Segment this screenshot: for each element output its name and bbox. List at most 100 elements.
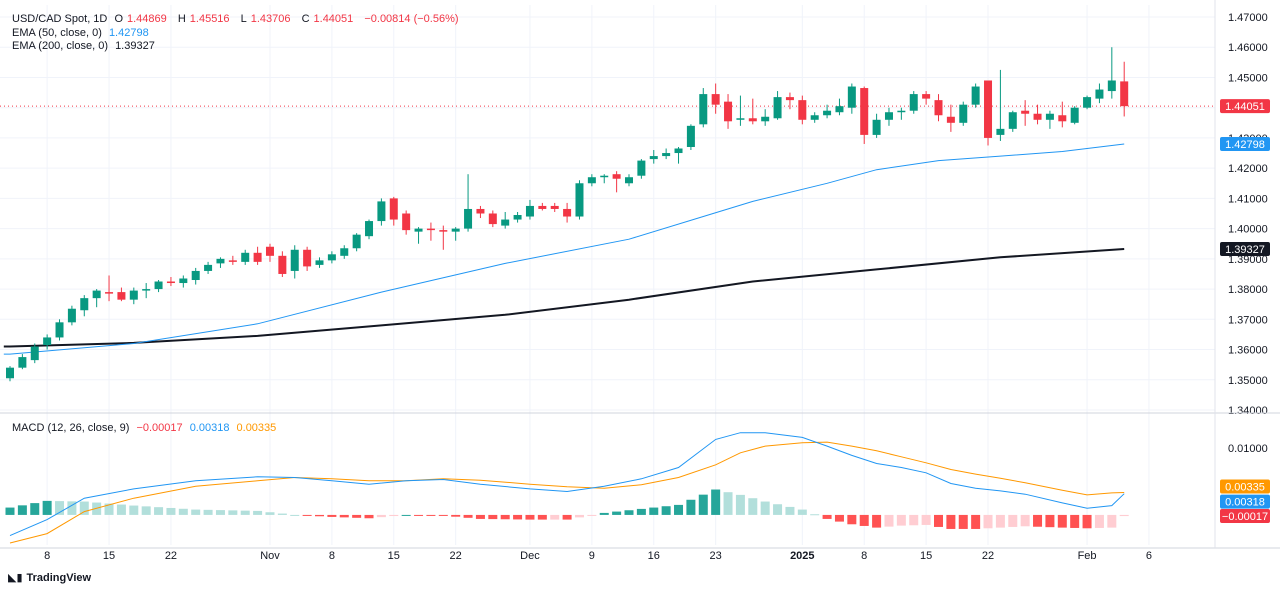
macd-histogram-bar xyxy=(178,508,188,515)
macd-hist-badge-bg xyxy=(1220,509,1270,524)
price-badge: 1.42798 xyxy=(1225,139,1265,151)
macd-histogram-bar xyxy=(649,507,659,515)
candle-body xyxy=(1008,112,1017,129)
macd-histogram-bar xyxy=(240,510,250,515)
candle-body xyxy=(1070,107,1079,123)
time-tick-label: 8 xyxy=(861,550,867,562)
candle-body xyxy=(959,104,968,123)
ema50-legend: EMA (50, close, 0) 1.42798 xyxy=(12,27,153,39)
ema200-legend: EMA (200, close, 0) 1.39327 xyxy=(12,40,159,52)
macd-histogram-bar xyxy=(364,514,374,519)
candle-body xyxy=(30,346,39,361)
ema50-value: 1.42798 xyxy=(108,27,149,39)
candle-body xyxy=(996,128,1005,135)
price-badge-bg xyxy=(1220,99,1270,114)
macd-histogram-bar xyxy=(1045,514,1055,528)
time-tick-label: 15 xyxy=(920,550,932,562)
candle-body xyxy=(365,221,374,237)
macd-histogram-bar xyxy=(612,511,622,515)
candle-body xyxy=(290,249,299,271)
macd-histogram-bar xyxy=(376,514,386,518)
price-tick-label: 1.40000 xyxy=(1228,224,1268,236)
macd-histogram-bar xyxy=(30,503,40,515)
candle-body xyxy=(810,115,819,120)
candle-body xyxy=(711,94,720,105)
candle-body xyxy=(612,174,621,179)
candle-body xyxy=(117,292,126,300)
candle-body xyxy=(439,230,448,232)
candle-body xyxy=(191,270,200,281)
candle-body xyxy=(1045,113,1054,120)
candle-body xyxy=(451,228,460,232)
macd-histogram-bar xyxy=(401,514,411,516)
time-tick-label: 8 xyxy=(329,550,335,562)
macd-histogram-bar xyxy=(463,514,473,518)
macd-histogram-bar xyxy=(277,513,287,515)
candle-body xyxy=(525,205,534,217)
candle-body xyxy=(43,337,52,346)
candle-body xyxy=(513,215,522,220)
candle-body xyxy=(402,213,411,231)
macd-histogram-bar xyxy=(79,501,89,515)
time-tick-label: 9 xyxy=(589,550,595,562)
price-tick-label: 1.37000 xyxy=(1228,314,1268,326)
candle-body xyxy=(600,175,609,178)
macd-histogram-bar xyxy=(995,514,1005,528)
macd-histogram-bar xyxy=(636,508,646,515)
candle-body xyxy=(6,367,14,379)
macd-histogram-bar xyxy=(525,514,535,520)
macd-histogram-bar xyxy=(624,510,634,515)
candle-body xyxy=(315,260,324,265)
macd-line-badge: 0.00318 xyxy=(1225,497,1265,509)
macd-histogram-bar xyxy=(17,505,27,515)
candle-body xyxy=(909,94,918,111)
candle-body xyxy=(278,255,287,274)
macd-histogram-bar xyxy=(513,514,523,520)
candle-body xyxy=(204,264,213,271)
macd-tick-label: 0.01000 xyxy=(1228,443,1268,455)
candle-body xyxy=(303,249,312,267)
macd-line-badge-bg xyxy=(1220,494,1270,509)
ema50-label: EMA (50, close, 0) xyxy=(12,27,102,39)
candle-body xyxy=(575,183,584,217)
ema50-line xyxy=(3,143,1125,355)
change-value: −0.00814 (−0.56%) xyxy=(364,13,459,25)
macd-histogram-bar xyxy=(414,514,424,516)
macd-histogram-bar xyxy=(822,514,832,519)
candle-body xyxy=(872,119,881,135)
price-tick-label: 1.35000 xyxy=(1228,375,1268,387)
candle-body xyxy=(699,94,708,125)
candle-body xyxy=(662,153,671,157)
time-tick-label: 23 xyxy=(710,550,722,562)
candle-body xyxy=(748,118,757,122)
candle-body xyxy=(426,228,435,231)
candle-body xyxy=(55,322,64,338)
time-tick-label: 15 xyxy=(103,550,115,562)
candle-body xyxy=(736,118,745,120)
macd-histogram-bar xyxy=(909,514,919,526)
tradingview-icon: ◣▮ xyxy=(8,572,23,584)
macd-histogram-bar xyxy=(166,507,176,515)
macd-histogram-bar xyxy=(1033,514,1043,527)
candle-body xyxy=(142,289,151,291)
candle-body xyxy=(1095,89,1104,99)
macd-histogram-bar xyxy=(698,494,708,515)
candle-body xyxy=(761,116,770,122)
macd-histogram-bar xyxy=(810,514,820,516)
candle-body xyxy=(265,246,274,256)
tradingview-logo[interactable]: ◣▮ TradingView xyxy=(8,571,91,584)
candle-body xyxy=(971,86,980,105)
price-tick-label: 1.36000 xyxy=(1228,345,1268,357)
time-tick-label: 22 xyxy=(450,550,462,562)
ema200-value: 1.39327 xyxy=(115,40,155,52)
ohlc-high: H 1.45516 xyxy=(177,13,230,25)
macd-histogram-bar xyxy=(971,514,981,529)
candle-body xyxy=(154,281,163,290)
candle-body xyxy=(166,281,175,284)
candle-body xyxy=(253,252,262,262)
candle-body xyxy=(241,252,250,262)
macd-histogram-bar xyxy=(154,507,164,515)
macd-histogram-bar xyxy=(921,514,931,525)
macd-histogram-bar xyxy=(315,514,324,517)
